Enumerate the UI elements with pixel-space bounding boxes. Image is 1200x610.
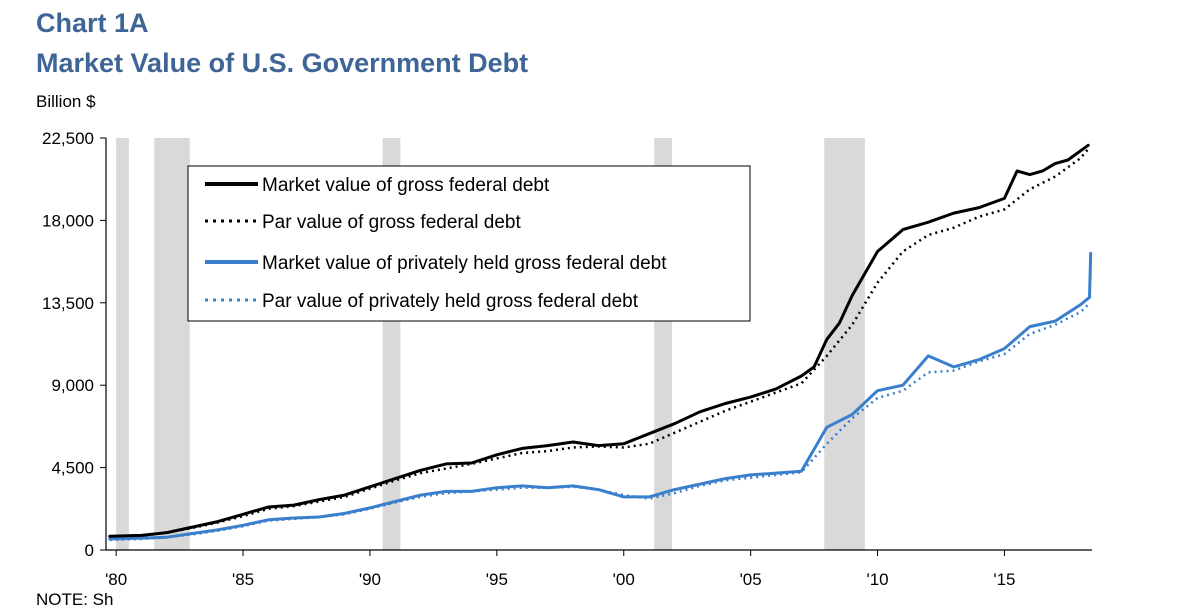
series-line-2 (108, 251, 1093, 541)
x-tick-label-6: '10 (866, 570, 888, 589)
recession-band-0 (116, 138, 129, 550)
x-tick-label-5: '05 (740, 570, 762, 589)
y-tick-label-2: 9,000 (51, 376, 94, 395)
legend-box (187, 165, 751, 322)
x-tick-label-7: '15 (993, 570, 1015, 589)
recession-band-4 (824, 138, 865, 550)
axes (105, 138, 1092, 551)
x-tick-label-0: '80 (105, 570, 127, 589)
axis-ticks: 0 4,500 9,000 13,500 18,000 22,500 '80 '85 '90 '9… (42, 129, 1016, 589)
legend-label-1: Par value of gross federal debt (262, 212, 521, 233)
y-tick-label-4: 18,000 (42, 211, 94, 230)
series-lines (108, 143, 1093, 542)
y-tick-label-5: 22,500 (42, 129, 94, 148)
series-line-0 (108, 143, 1090, 538)
chart-title: Chart 1A (36, 8, 149, 38)
recession-band-1 (154, 138, 190, 550)
y-axis-unit-label: Billion $ (36, 92, 96, 111)
y-tick-label-3: 13,500 (42, 294, 94, 313)
x-tick-label-2: '90 (359, 570, 381, 589)
legend-label-0: Market value of gross federal debt (262, 175, 550, 196)
legend: Market value of gross federal debt Par v… (187, 165, 751, 322)
legend-label-3: Par value of privately held gross federa… (262, 291, 639, 312)
footnote: NOTE: Sh (36, 590, 114, 609)
x-tick-label-4: '00 (613, 570, 635, 589)
legend-label-2: Market value of privately held gross fed… (262, 253, 667, 274)
chart-subtitle: Market Value of U.S. Government Debt (36, 48, 529, 78)
series-line-3 (109, 303, 1090, 542)
y-tick-label-0: 0 (85, 541, 94, 560)
x-tick-label-3: '95 (486, 570, 508, 589)
y-tick-label-1: 4,500 (51, 459, 94, 478)
x-tick-label-1: '85 (232, 570, 254, 589)
